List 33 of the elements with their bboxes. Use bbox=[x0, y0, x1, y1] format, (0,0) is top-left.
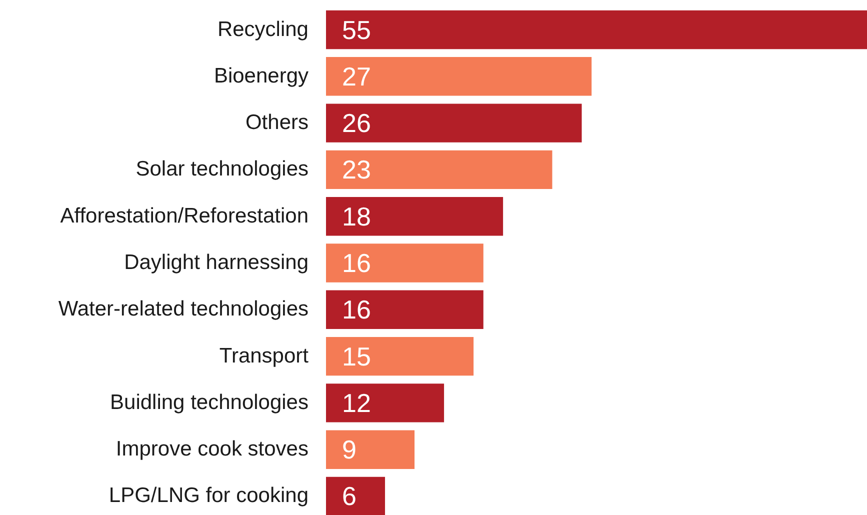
bar bbox=[326, 244, 484, 282]
y-tick-label: Improve cook stoves bbox=[116, 438, 308, 461]
y-tick-label: LPG/LNG for cooking bbox=[108, 484, 308, 508]
data-label: 12 bbox=[342, 388, 371, 418]
bar bbox=[326, 430, 415, 469]
y-tick-label: Others bbox=[245, 111, 308, 134]
bar bbox=[326, 150, 552, 190]
data-label: 27 bbox=[342, 61, 371, 92]
data-label: 15 bbox=[342, 341, 371, 372]
y-tick-label: Water-related technologies bbox=[58, 298, 308, 321]
y-tick-label: Bioenergy bbox=[214, 64, 309, 88]
bar bbox=[326, 57, 592, 96]
data-label: 6 bbox=[342, 481, 356, 512]
bar bbox=[326, 196, 504, 236]
bar bbox=[326, 336, 474, 376]
y-tick-label: Afforestation/Reforestation bbox=[60, 204, 308, 228]
data-label: 23 bbox=[342, 154, 371, 185]
data-label: 26 bbox=[342, 108, 371, 138]
data-label: 18 bbox=[342, 201, 371, 232]
data-label: 9 bbox=[342, 434, 356, 465]
bar bbox=[326, 104, 582, 142]
y-tick-label: Transport bbox=[219, 344, 309, 368]
data-label: 55 bbox=[342, 14, 371, 45]
y-tick-label: Solar technologies bbox=[136, 158, 308, 181]
data-label: 16 bbox=[342, 248, 371, 278]
y-tick-label: Recycling bbox=[217, 18, 308, 41]
y-tick-label: Daylight harnessing bbox=[124, 251, 308, 274]
bar bbox=[326, 476, 386, 515]
y-tick-label: Buidling technologies bbox=[110, 390, 308, 414]
data-label: 16 bbox=[342, 294, 371, 325]
bar bbox=[326, 290, 484, 330]
bar bbox=[326, 10, 867, 50]
bar bbox=[326, 384, 444, 422]
